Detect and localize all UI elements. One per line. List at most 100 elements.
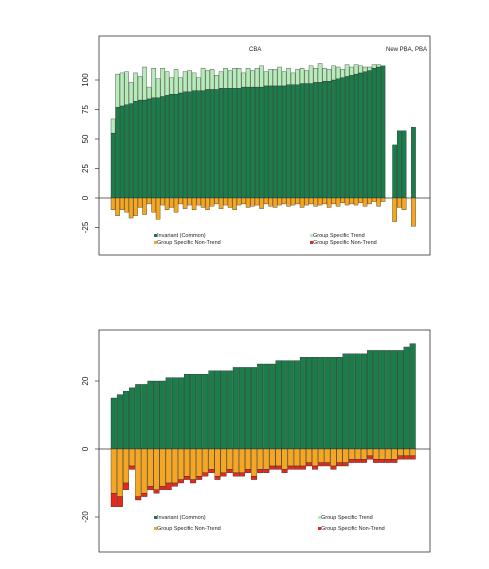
bar-nontrend-red	[147, 486, 154, 490]
bar-nontrend	[272, 197, 278, 208]
bar-trend	[349, 66, 354, 76]
bar-nontrend-orange	[190, 448, 197, 480]
bar-nontrend-orange	[153, 448, 160, 490]
bar-invariant	[135, 384, 142, 450]
bar-invariant	[308, 83, 314, 199]
bar-invariant	[362, 71, 368, 199]
bar-nontrend-orange	[116, 448, 123, 497]
bar-invariant	[155, 97, 161, 199]
bar-nontrend-red	[348, 459, 355, 463]
bar-trend	[164, 71, 170, 96]
bar-nontrend-orange	[397, 448, 404, 456]
bar-nontrend-red	[336, 462, 343, 467]
y-tick-label: -25	[81, 221, 90, 233]
bar-invariant	[191, 90, 197, 199]
bar-nontrend	[142, 197, 147, 215]
bar-nontrend-red	[281, 469, 288, 473]
bar-trend	[187, 70, 192, 92]
bar-nontrend-orange	[135, 448, 142, 497]
bar-nontrend	[218, 197, 224, 209]
bar-invariant	[205, 89, 210, 199]
bar-nontrend-orange	[238, 448, 245, 473]
bar-nontrend-red	[177, 479, 184, 484]
bar-trend	[290, 72, 296, 85]
bar-nontrend-red	[190, 479, 197, 484]
bar-trend	[214, 75, 219, 90]
bar-invariant	[318, 357, 325, 450]
bar-invariant	[286, 84, 291, 199]
bar-nontrend-orange	[110, 448, 117, 494]
bar-invariant	[169, 93, 174, 199]
bar-trend	[142, 66, 147, 101]
bar-invariant	[269, 363, 276, 450]
bar-nontrend	[173, 197, 179, 213]
bar-nontrend-pba	[411, 197, 416, 227]
bar-trend	[299, 68, 305, 84]
bar-invariant	[306, 357, 312, 450]
bar-trend	[169, 77, 174, 95]
bars-panel-1	[99, 63, 430, 227]
bar-invariant	[322, 81, 327, 199]
bars-panel-2	[99, 343, 430, 507]
bar-nontrend	[223, 197, 228, 206]
bar-nontrend-orange	[360, 448, 367, 460]
bar-invariant	[196, 90, 201, 199]
bar-invariant	[257, 363, 264, 450]
bar-trend	[236, 68, 242, 89]
bar-invariant	[358, 72, 363, 199]
bar-nontrend-orange	[330, 448, 337, 467]
bar-trend	[254, 68, 260, 88]
bar-invariant	[209, 89, 215, 199]
bar-nontrend-red	[269, 465, 276, 470]
bar-invariant	[290, 84, 296, 199]
bar-trend	[110, 118, 116, 134]
bar-nontrend-red	[153, 489, 160, 494]
bar-nontrend-red	[397, 455, 404, 460]
bar-nontrend	[353, 197, 359, 206]
bar-nontrend	[155, 197, 161, 220]
bar-nontrend	[110, 197, 116, 210]
bar-nontrend-red	[275, 465, 282, 470]
bar-trend	[286, 68, 291, 85]
bar-invariant	[116, 394, 123, 450]
bar-trend	[160, 68, 165, 97]
legend-label-invariant: Invariant (Common)	[157, 233, 206, 239]
bar-nontrend-red	[385, 459, 392, 463]
bar-invariant	[287, 360, 294, 450]
bar-nontrend-pba	[392, 197, 397, 222]
bar-nontrend-red	[263, 469, 270, 473]
bar-trend	[151, 68, 156, 98]
legend-panel-1: Invariant (Common) Group Specific Trend …	[154, 233, 377, 246]
bar-invariant	[208, 370, 215, 450]
bar-invariant	[348, 353, 355, 450]
legend-swatch-trend	[310, 234, 313, 237]
bar-nontrend-orange	[159, 448, 166, 487]
bar-trend	[281, 71, 287, 87]
bar-trend	[128, 82, 134, 104]
bar-invariant	[263, 363, 270, 450]
bar-invariant	[391, 350, 398, 450]
bar-nontrend	[209, 197, 215, 207]
bar-trend	[353, 64, 359, 75]
bar-invariant	[146, 98, 152, 199]
bar-nontrend	[286, 197, 291, 207]
bar-nontrend-orange	[141, 448, 148, 494]
bar-nontrend-orange	[251, 448, 258, 477]
bar-nontrend-red	[123, 482, 129, 490]
bar-nontrend-red	[257, 469, 264, 473]
bar-nontrend	[115, 197, 120, 216]
bar-invariant	[259, 86, 264, 199]
bar-trend	[155, 78, 161, 98]
bar-nontrend	[133, 197, 138, 216]
legend-swatch-invariant-2	[154, 516, 157, 519]
bar-nontrend-orange	[348, 448, 355, 460]
bar-invariant	[324, 357, 331, 450]
bar-invariant	[409, 343, 416, 450]
bar-nontrend-red	[312, 465, 319, 470]
bar-nontrend-orange	[312, 448, 319, 467]
legend-swatch-nontrend-orange-2	[154, 527, 157, 530]
legend-label-nontrend-orange: Group Specific Non-Trend	[157, 240, 221, 246]
bar-invariant	[304, 83, 309, 199]
bar-invariant	[196, 374, 203, 450]
bar-invariant	[164, 95, 170, 199]
